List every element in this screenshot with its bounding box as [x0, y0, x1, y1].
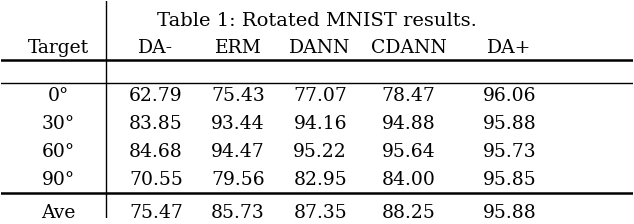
Text: 75.43: 75.43: [211, 87, 265, 105]
Text: 82.95: 82.95: [294, 171, 347, 189]
Text: 77.07: 77.07: [293, 87, 347, 105]
Text: 93.44: 93.44: [211, 115, 265, 133]
Text: 70.55: 70.55: [129, 171, 183, 189]
Text: 95.64: 95.64: [382, 143, 436, 161]
Text: ERM: ERM: [215, 39, 262, 57]
Text: 95.85: 95.85: [482, 171, 536, 189]
Text: 95.88: 95.88: [482, 204, 536, 222]
Text: 60°: 60°: [42, 143, 75, 161]
Text: 88.25: 88.25: [382, 204, 436, 222]
Text: DA-: DA-: [138, 39, 174, 57]
Text: 95.22: 95.22: [294, 143, 347, 161]
Text: Ave: Ave: [41, 204, 75, 222]
Text: 94.47: 94.47: [211, 143, 265, 161]
Text: CDANN: CDANN: [371, 39, 446, 57]
Text: 85.73: 85.73: [211, 204, 265, 222]
Text: 0°: 0°: [48, 87, 69, 105]
Text: Table 1: Rotated MNIST results.: Table 1: Rotated MNIST results.: [157, 12, 477, 30]
Text: 95.73: 95.73: [482, 143, 536, 161]
Text: 30°: 30°: [42, 115, 75, 133]
Text: 95.88: 95.88: [482, 115, 536, 133]
Text: 96.06: 96.06: [482, 87, 536, 105]
Text: 94.88: 94.88: [382, 115, 436, 133]
Text: 84.68: 84.68: [129, 143, 183, 161]
Text: Target: Target: [28, 39, 89, 57]
Text: 84.00: 84.00: [382, 171, 436, 189]
Text: 83.85: 83.85: [129, 115, 183, 133]
Text: DANN: DANN: [290, 39, 351, 57]
Text: 75.47: 75.47: [129, 204, 183, 222]
Text: 79.56: 79.56: [211, 171, 265, 189]
Text: 78.47: 78.47: [382, 87, 436, 105]
Text: 62.79: 62.79: [129, 87, 183, 105]
Text: DA+: DA+: [488, 39, 532, 57]
Text: 90°: 90°: [42, 171, 75, 189]
Text: 94.16: 94.16: [294, 115, 347, 133]
Text: 87.35: 87.35: [294, 204, 347, 222]
